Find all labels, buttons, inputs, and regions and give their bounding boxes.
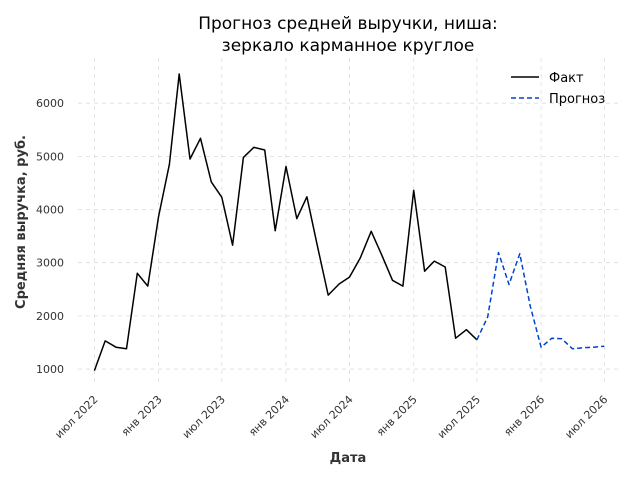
y-tick-label: 3000 <box>36 257 64 270</box>
series-lines <box>93 73 605 371</box>
x-axis-label: Дата <box>330 451 367 466</box>
series-line-fact <box>93 73 478 371</box>
x-tick-label: июл 2025 <box>435 393 483 441</box>
y-tick-label: 1000 <box>36 363 64 376</box>
x-axis-ticks: июл 2022 янв 2023 июл 2023 янв 2024 июл 2024… <box>52 393 610 441</box>
y-tick-label: 5000 <box>36 150 64 163</box>
chart-title-line-2: зеркало карманное круглое <box>222 36 475 56</box>
x-tick-label: янв 2025 <box>374 393 420 439</box>
y-axis-ticks: 1000 2000 3000 4000 5000 6000 <box>36 97 64 376</box>
grid <box>78 58 620 385</box>
y-tick-label: 2000 <box>36 310 64 323</box>
legend-label-forecast: Прогноз <box>549 92 605 107</box>
legend: Факт Прогноз <box>511 71 605 107</box>
x-tick-label: июл 2024 <box>308 393 356 441</box>
y-axis-label: Средняя выручка, руб. <box>14 135 29 309</box>
chart-title-line-1: Прогноз средней выручки, ниша: <box>198 14 498 34</box>
x-tick-label: янв 2024 <box>246 393 292 439</box>
y-tick-label: 6000 <box>36 97 64 110</box>
series-line-forecast <box>476 251 605 350</box>
x-tick-label: янв 2026 <box>501 393 547 439</box>
x-tick-label: июл 2026 <box>562 393 610 441</box>
legend-label-fact: Факт <box>549 71 584 86</box>
x-tick-label: янв 2023 <box>119 393 165 439</box>
x-tick-label: июл 2023 <box>180 393 228 441</box>
y-tick-label: 4000 <box>36 204 64 217</box>
x-tick-label: июл 2022 <box>52 393 100 441</box>
